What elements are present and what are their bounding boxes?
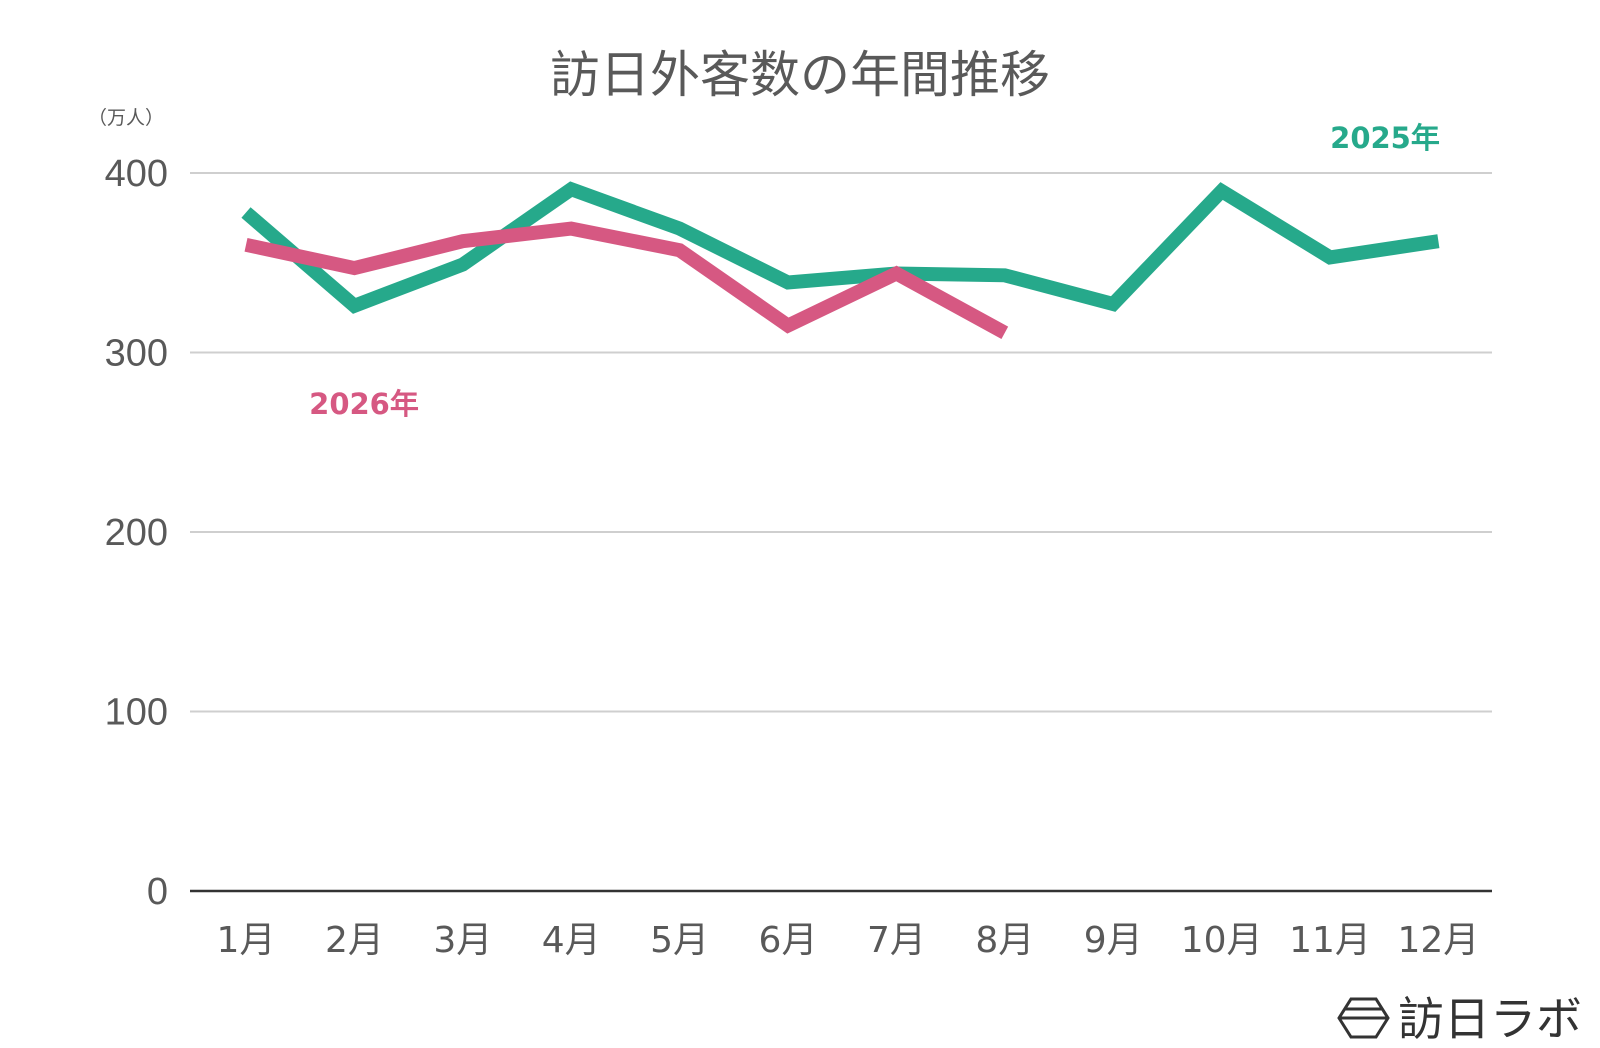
x-tick-label: 5月: [650, 920, 709, 961]
x-tick-label: 9月: [1084, 920, 1143, 961]
y-tick-label: 400: [105, 153, 168, 195]
brand-name: 訪日ラボ: [1398, 992, 1582, 1046]
x-axis-ticks: 1月 2月 3月 4月 5月 6月 7月 8月 9月 10月 11月 12月: [217, 920, 1480, 961]
x-tick-label: 2月: [325, 920, 384, 961]
x-tick-label: 1月: [217, 920, 276, 961]
x-tick-label: 6月: [759, 920, 818, 961]
series-label-2026: 2026年: [309, 387, 419, 421]
x-tick-label: 7月: [867, 920, 926, 961]
chart-title: 訪日外客数の年間推移: [550, 46, 1050, 104]
x-tick-label: 8月: [975, 920, 1034, 961]
series-line-2025: [241, 181, 1440, 314]
y-axis-ticks: 0 100 200 300 400: [105, 153, 168, 913]
x-tick-label: 11月: [1289, 920, 1371, 961]
y-tick-label: 0: [147, 871, 168, 913]
y-tick-label: 100: [105, 692, 168, 734]
brand-logo: 訪日ラボ: [1337, 992, 1582, 1046]
series-lines: [241, 181, 1440, 339]
x-tick-label: 4月: [542, 920, 601, 961]
y-tick-label: 300: [105, 333, 168, 375]
series-label-2025: 2025年: [1330, 121, 1440, 155]
hexagon-logo-icon: [1337, 997, 1390, 1039]
y-axis-unit-label: （万人）: [88, 107, 164, 129]
x-tick-label: 12月: [1397, 920, 1479, 961]
series-line-2026: [244, 221, 1009, 339]
x-tick-label: 10月: [1181, 920, 1263, 961]
y-tick-label: 200: [105, 512, 168, 554]
x-tick-label: 3月: [433, 920, 492, 961]
gridlines: [190, 172, 1492, 893]
